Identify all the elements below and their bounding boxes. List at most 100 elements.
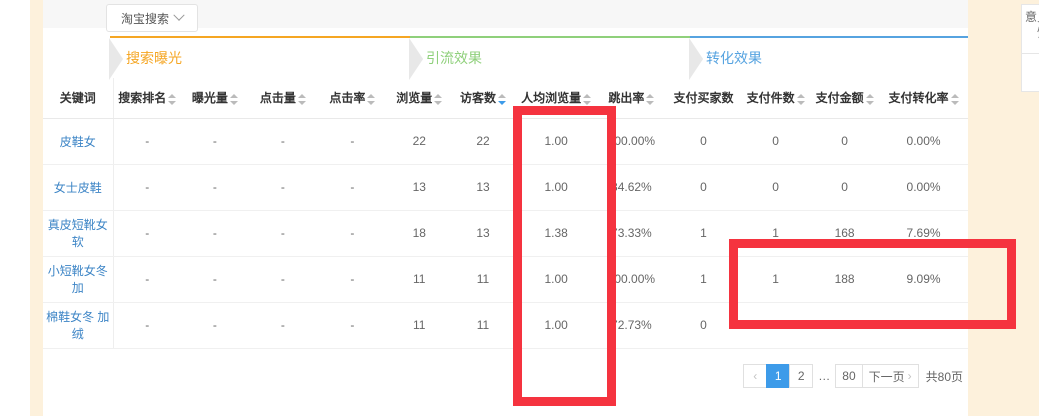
sort-icon[interactable] [367, 93, 376, 105]
col-label: 关键词 [59, 91, 96, 106]
cell-ctr: - [316, 256, 388, 303]
section-label-exposure: 搜索曝光 [126, 50, 182, 66]
prev-page-button[interactable]: ‹ [743, 364, 768, 388]
cell-paid-items: 1 [741, 210, 811, 257]
keyword-link[interactable]: 皮鞋女 [59, 134, 96, 149]
pagination: ‹ 1 2 … 80 下一页 › 共80页 [743, 364, 963, 388]
table-header-row: 关键词 搜索排名 曝光量 点击量 点击率 浏览量 [43, 78, 968, 119]
cell-pv: 11 [387, 256, 451, 303]
cell-paid-cvr: 0.00% [879, 118, 968, 165]
cell-impression: - [180, 118, 249, 165]
channel-selector-label: 淘宝搜索 [120, 11, 169, 26]
cell-pv-per-person: 1.38 [515, 210, 597, 257]
banner-arrow-left-icon [689, 38, 703, 80]
col-header-pv-per-person[interactable]: 人均浏览量 [515, 78, 597, 119]
cell-paid-cvr: 0.00% [879, 302, 968, 349]
report-card: 淘宝搜索 搜索曝光 引流效果 转化效果 [43, 4, 1039, 406]
col-header-rank[interactable]: 搜索排名 [113, 78, 181, 119]
cell-paid-buyers: 0 [665, 302, 742, 349]
cell-paid-items: 0 [741, 164, 811, 211]
cell-pv: 11 [387, 302, 451, 349]
col-label: 支付金额 [815, 91, 864, 106]
cell-paid-cvr: 9.09% [879, 256, 968, 303]
cell-paid-amount: 188 [810, 256, 880, 303]
page-button-1[interactable]: 1 [766, 364, 791, 388]
sort-icon[interactable] [950, 93, 959, 105]
section-banner-conversion: 转化效果 [689, 36, 968, 80]
total-pages-text: 共80页 [925, 369, 963, 384]
col-header-ctr[interactable]: 点击率 [316, 78, 388, 119]
cell-pv: 13 [387, 164, 451, 211]
page-button-2[interactable]: 2 [789, 364, 814, 388]
page-button-80[interactable]: 80 [835, 364, 863, 388]
col-label: 浏览量 [396, 91, 433, 106]
col-header-clicks[interactable]: 点击量 [248, 78, 317, 119]
sort-icon[interactable] [434, 93, 443, 105]
cell-paid-items: 0 [741, 302, 811, 349]
sort-icon[interactable] [168, 93, 177, 105]
banner-arrow-left-icon [109, 38, 123, 80]
cell-rank: - [113, 164, 181, 211]
col-header-pv[interactable]: 浏览量 [387, 78, 451, 119]
channel-selector[interactable]: 淘宝搜索 [106, 4, 198, 32]
sort-icon[interactable] [646, 93, 655, 105]
col-header-bounce-rate[interactable]: 跳出率 [596, 78, 666, 119]
cell-keyword: 小短靴女冬加 [43, 256, 114, 303]
keyword-link[interactable]: 小短靴女冬加 [47, 264, 108, 295]
cell-keyword: 女士皮鞋 [43, 164, 114, 211]
cell-uv: 13 [450, 210, 516, 257]
cell-pv: 22 [387, 118, 451, 165]
col-label: 搜索排名 [118, 91, 167, 106]
table-row: 女士皮鞋 - - - - 13 13 1.00 84.62% 0 0 0 0.0… [43, 164, 968, 211]
keyword-link[interactable]: 真皮短靴女 软 [47, 218, 108, 249]
col-header-uv[interactable]: 访客数 [450, 78, 516, 119]
cell-ctr: - [316, 302, 388, 349]
sort-icon[interactable] [297, 93, 306, 105]
sort-icon[interactable] [865, 93, 874, 105]
section-banner-exposure: 搜索曝光 [109, 36, 423, 80]
cell-rank: - [113, 118, 181, 165]
cell-uv: 22 [450, 118, 516, 165]
feedback-label: 意见反馈 [1024, 10, 1039, 40]
cell-rank: - [113, 256, 181, 303]
section-label-conversion: 转化效果 [706, 50, 762, 66]
section-banner-row: 搜索曝光 引流效果 转化效果 [43, 36, 968, 80]
table-body: 皮鞋女 - - - - 22 22 1.00 100.00% 0 0 0 0.0… [43, 118, 968, 349]
col-header-paid-amount[interactable]: 支付金额 [810, 78, 880, 119]
cell-pv-per-person: 1.00 [515, 256, 597, 303]
col-header-paid-cvr[interactable]: 支付转化率 [879, 78, 968, 119]
back-to-top-button[interactable]: ↑ [1021, 54, 1039, 92]
cell-impression: - [180, 302, 249, 349]
keyword-link[interactable]: 棉鞋女冬 加绒 [46, 310, 110, 341]
feedback-button[interactable]: 意见反馈 [1021, 4, 1039, 54]
sort-icon[interactable] [796, 93, 805, 105]
cell-rank: - [113, 210, 181, 257]
cell-paid-items: 0 [741, 118, 811, 165]
cell-bounce-rate: 84.62% [596, 164, 666, 211]
cell-clicks: - [248, 118, 317, 165]
cell-impression: - [180, 164, 249, 211]
sort-icon-active[interactable] [498, 93, 506, 105]
sort-icon[interactable] [229, 93, 238, 105]
chevron-right-icon: › [907, 369, 912, 383]
section-banner-traffic: 引流效果 [409, 36, 703, 80]
cell-pv-per-person: 1.00 [515, 164, 597, 211]
cell-keyword: 皮鞋女 [43, 118, 114, 165]
table-row: 棉鞋女冬 加绒 - - - - 11 11 1.00 72.73% 0 0 0 … [43, 302, 968, 349]
cell-clicks: - [248, 164, 317, 211]
col-header-paid-items[interactable]: 支付件数 [741, 78, 811, 119]
cell-pv-per-person: 1.00 [515, 302, 597, 349]
cell-impression: - [180, 256, 249, 303]
cell-bounce-rate: 100.00% [596, 256, 666, 303]
sort-icon[interactable] [583, 93, 592, 105]
keyword-link[interactable]: 女士皮鞋 [53, 180, 102, 195]
table-row: 真皮短靴女 软 - - - - 18 13 1.38 73.33% 1 1 16… [43, 210, 968, 257]
col-label: 点击量 [259, 91, 296, 106]
col-header-impression[interactable]: 曝光量 [180, 78, 249, 119]
next-page-button[interactable]: 下一页 › [861, 364, 919, 388]
col-label: 访客数 [459, 91, 496, 106]
cell-pv-per-person: 1.00 [515, 118, 597, 165]
cell-rank: - [113, 302, 181, 349]
chevron-down-icon [173, 9, 185, 21]
